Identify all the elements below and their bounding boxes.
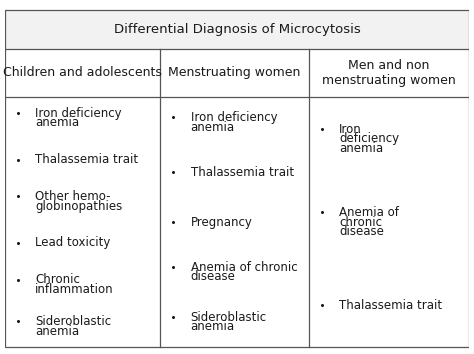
Text: Men and non
menstruating women: Men and non menstruating women: [322, 59, 456, 87]
Text: Anemia of: Anemia of: [339, 206, 399, 219]
Text: anemia: anemia: [191, 121, 235, 133]
Text: anemia: anemia: [339, 142, 383, 155]
Text: Iron: Iron: [339, 122, 362, 136]
Text: Differential Diagnosis of Microcytosis: Differential Diagnosis of Microcytosis: [114, 23, 360, 36]
Text: anemia: anemia: [191, 320, 235, 333]
Text: deficiency: deficiency: [339, 132, 399, 145]
Text: anemia: anemia: [35, 325, 79, 337]
Text: disease: disease: [339, 225, 384, 238]
Text: chronic: chronic: [339, 216, 382, 229]
Text: Thalassemia trait: Thalassemia trait: [191, 166, 294, 179]
Text: Sideroblastic: Sideroblastic: [191, 311, 267, 324]
Text: Sideroblastic: Sideroblastic: [35, 315, 111, 328]
Text: Menstruating women: Menstruating women: [168, 67, 301, 79]
Text: Other hemo-: Other hemo-: [35, 190, 110, 203]
Text: Children and adolescents: Children and adolescents: [3, 67, 162, 79]
Text: Iron deficiency: Iron deficiency: [35, 107, 121, 120]
Bar: [5, 11, 469, 48]
Text: Iron deficiency: Iron deficiency: [191, 111, 277, 124]
Text: Chronic: Chronic: [35, 273, 80, 286]
Text: anemia: anemia: [35, 116, 79, 129]
Text: globinopathies: globinopathies: [35, 200, 122, 213]
Text: Thalassemia trait: Thalassemia trait: [339, 299, 442, 312]
Text: disease: disease: [191, 270, 236, 284]
Text: Thalassemia trait: Thalassemia trait: [35, 153, 138, 166]
Text: Anemia of chronic: Anemia of chronic: [191, 261, 297, 274]
Text: Pregnancy: Pregnancy: [191, 216, 253, 229]
Text: Lead toxicity: Lead toxicity: [35, 236, 110, 250]
Text: inflammation: inflammation: [35, 283, 114, 296]
